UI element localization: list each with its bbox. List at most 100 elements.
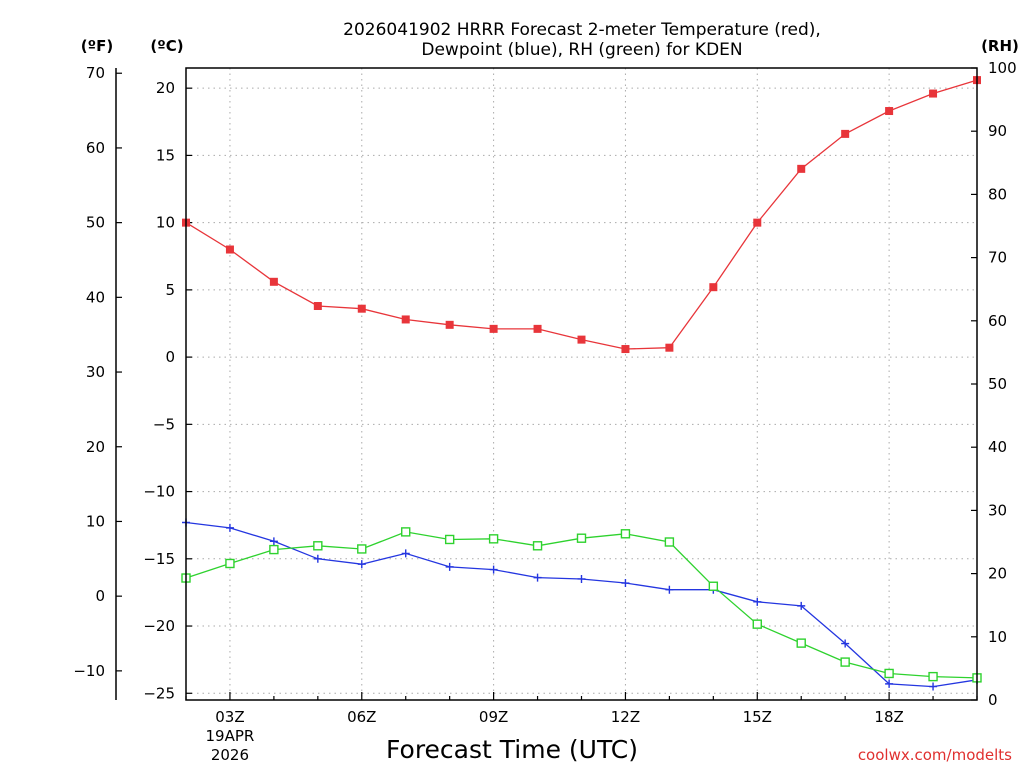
rh-point [532, 541, 543, 551]
fahrenheit-tick-label: −10 [73, 662, 105, 680]
rh-unit-label: (RH) [981, 37, 1019, 55]
rh-point [664, 537, 675, 547]
rh-point [357, 544, 367, 554]
rh-point [796, 638, 806, 648]
celsius-tick-label: 10 [156, 214, 175, 232]
2-meter-temperature-point [533, 324, 542, 333]
celsius-tick-label: −15 [143, 550, 175, 568]
dewpoint-point [665, 585, 674, 594]
rh-point [884, 668, 894, 679]
2-meter-temperature-point [621, 345, 630, 354]
rh-point [752, 619, 762, 629]
rh-tick-label: 40 [988, 438, 1007, 456]
fahrenheit-tick-label: 10 [86, 512, 105, 530]
hour-tick-label: 18Z [874, 708, 903, 726]
date-label: 19APR [206, 727, 255, 745]
chart-title-line-1: 2026041902 HRRR Forecast 2-meter Tempera… [343, 20, 821, 40]
dewpoint-point [533, 573, 542, 582]
2-meter-temperature-point [489, 324, 498, 333]
2-meter-temperature-point [665, 343, 674, 352]
fahrenheit-tick-label: 40 [86, 288, 105, 306]
celsius-tick-label: 15 [156, 146, 175, 164]
chart-title: 2026041902 HRRR Forecast 2-meter Tempera… [343, 20, 821, 60]
rh-tick-label: 20 [988, 565, 1007, 583]
fahrenheit-tick-label: 60 [86, 139, 105, 157]
x-axis-label: Forecast Time (UTC) [386, 735, 638, 764]
dewpoint-point [797, 601, 806, 610]
rh-point [313, 541, 323, 551]
rh-tick-label: 30 [988, 501, 1007, 519]
rh-point [840, 657, 850, 667]
fahrenheit-tick-label: 20 [86, 438, 105, 456]
2-meter-temperature-point [709, 283, 718, 292]
rh-point [576, 533, 587, 543]
2-meter-temperature-point [401, 315, 410, 324]
celsius-tick-label: 5 [165, 281, 175, 299]
rh-point [269, 544, 279, 555]
fahrenheit-tick-label: 50 [86, 214, 105, 232]
dewpoint-point [269, 537, 278, 546]
2-meter-temperature-point [885, 107, 894, 116]
celsius-tick-label: −25 [143, 684, 175, 702]
year-label: 2026 [211, 746, 249, 764]
2-meter-temperature-point [445, 320, 454, 329]
dewpoint-point [225, 523, 234, 532]
dewpoint-point [753, 597, 762, 606]
dewpoint-point [577, 574, 586, 583]
2-meter-temperature-point [313, 302, 322, 311]
celsius-unit-label: (ºC) [150, 37, 183, 55]
rh-point [401, 527, 411, 537]
rh-point [444, 534, 455, 545]
rh-point [488, 534, 499, 544]
credit-link[interactable]: coolwx.com/modelts [858, 746, 1012, 764]
celsius-tick-label: −20 [143, 617, 175, 635]
hour-tick-label: 09Z [479, 708, 508, 726]
dewpoint-point [401, 549, 410, 558]
fahrenheit-tick-label: 0 [95, 587, 105, 605]
2-meter-temperature-point [797, 164, 806, 173]
rh-tick-label: 100 [988, 59, 1017, 77]
dewpoint-series [182, 518, 981, 691]
fahrenheit-unit-label: (ºF) [81, 37, 113, 55]
rh-point [620, 529, 631, 539]
2-meter-temperature-point [577, 335, 586, 344]
dewpoint-point [445, 562, 454, 571]
rh-tick-label: 60 [988, 312, 1007, 330]
celsius-tick-label: 0 [165, 348, 175, 366]
dewpoint-point [489, 565, 498, 574]
plot-frame [185, 67, 978, 701]
celsius-tick-label: −5 [153, 415, 175, 433]
celsius-tick-label: 20 [156, 79, 175, 97]
2-meter-temperature-line [185, 79, 978, 350]
2-meter-temperature-point [841, 129, 850, 138]
2-meter-temperature-point [929, 89, 938, 98]
rh-tick-label: 0 [988, 691, 998, 709]
2-meter-temperature-point [753, 218, 762, 227]
dewpoint-point [841, 639, 850, 648]
hour-tick-label: 12Z [611, 708, 640, 726]
dewpoint-point [621, 579, 630, 588]
chart-title-line-2: Dewpoint (blue), RH (green) for KDEN [421, 40, 742, 60]
rh-point [225, 558, 235, 569]
grid-lines [186, 68, 977, 700]
chart-axes: 706050403020100−1020151050−5−10−15−20−25… [73, 59, 1016, 764]
rh-point [708, 581, 719, 591]
rh-tick-label: 10 [988, 628, 1007, 646]
rh-tick-label: 90 [988, 122, 1007, 140]
dewpoint-point [313, 554, 322, 563]
2-meter-temperature-point [225, 245, 234, 254]
2-meter-temperature-point [269, 277, 278, 286]
fahrenheit-tick-label: 30 [86, 363, 105, 381]
hour-tick-label: 15Z [743, 708, 772, 726]
dewpoint-point [929, 682, 938, 691]
dewpoint-point [357, 560, 366, 569]
rh-tick-label: 70 [988, 249, 1007, 267]
data-series [181, 76, 982, 691]
rh-point [928, 671, 938, 682]
fahrenheit-tick-label: 70 [86, 64, 105, 82]
rh-tick-label: 50 [988, 375, 1007, 393]
rh-series [181, 527, 982, 683]
2-meter-temperature-series [182, 76, 981, 354]
celsius-tick-label: −10 [143, 483, 175, 501]
